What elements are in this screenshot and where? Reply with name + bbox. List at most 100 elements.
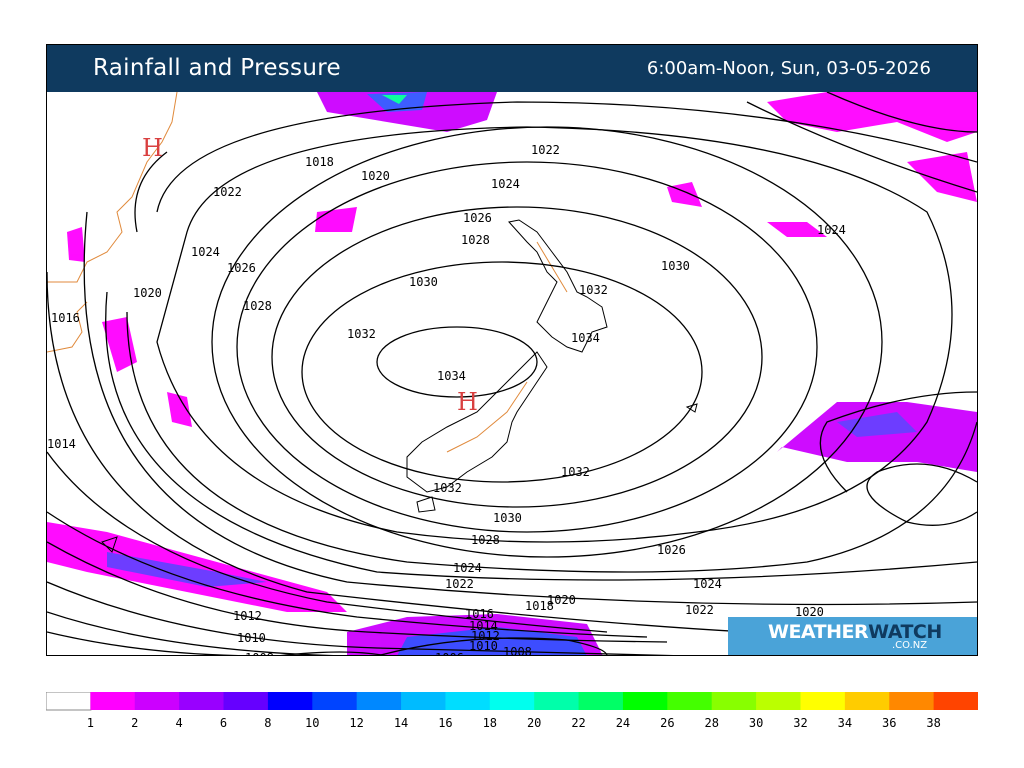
high-pressure-markers: H H (142, 134, 478, 416)
rain-area (315, 207, 357, 232)
isobar-label: 1014 (469, 619, 498, 633)
legend-swatch (933, 692, 978, 710)
legend-swatch (90, 692, 136, 710)
isobar-label: 1028 (471, 533, 500, 547)
isobar-label: 1010 (469, 639, 498, 653)
isobar-1022b (126, 311, 977, 573)
isobar-label: 1020 (133, 286, 162, 300)
header-bar: Rainfall and Pressure 6:00am-Noon, Sun, … (47, 45, 977, 92)
isobar-label: 1012 (471, 629, 500, 643)
legend-swatch (889, 692, 935, 710)
legend-tick-label: 12 (349, 716, 364, 730)
isobar-ne2 (746, 101, 977, 193)
isobar-label: 1028 (461, 233, 490, 247)
legend-swatch (312, 692, 358, 710)
legend-tick-label: 22 (571, 716, 586, 730)
isobar-label: 1030 (493, 511, 522, 525)
isobar-label: 1012 (233, 609, 262, 623)
isobar-1004 (47, 631, 240, 655)
legend-swatch (711, 692, 757, 710)
isobar-label: 1024 (453, 561, 482, 575)
legend-swatch (134, 692, 180, 710)
isobar-1028 (236, 161, 818, 533)
isobar-label: 1028 (243, 299, 272, 313)
isobar-label: 1022 (445, 577, 474, 591)
rain-area (777, 402, 977, 472)
legend-swatch (46, 692, 92, 711)
legend-swatch (756, 692, 801, 710)
logo-weather: WEATHER (768, 621, 869, 643)
legend-tick-label: 34 (837, 716, 853, 730)
rain-area (837, 412, 917, 437)
isobar-label: 1024 (191, 245, 220, 259)
legend-tick-label: 2 (131, 716, 139, 730)
isobar-label: 1024 (817, 223, 846, 237)
rain-area (107, 552, 267, 587)
isobar-label: 1020 (795, 605, 824, 619)
legend-tick-label: 20 (526, 716, 542, 730)
isobar-label: 1032 (579, 283, 608, 297)
legend-tick-label: 8 (264, 716, 272, 730)
isobar-label: 1022 (531, 143, 560, 157)
isobar-label: 1016 (465, 607, 494, 621)
isobar-label: 1018 (305, 155, 334, 169)
legend-swatch (223, 692, 269, 710)
isobar-label: 1032 (433, 481, 462, 495)
legend-tick-label: 18 (482, 716, 498, 730)
logo-domain: .CO.NZ (892, 640, 928, 651)
south-island (406, 351, 548, 493)
rainfall-legend (46, 692, 978, 711)
logo-watch: WATCH (868, 621, 942, 643)
isobar-label: 1022 (685, 603, 714, 617)
isobar-1016 (47, 271, 748, 633)
isobar-1006 (47, 611, 335, 655)
legend-tick-label: 4 (175, 716, 183, 730)
legend-swatch (179, 692, 225, 710)
legend-tick-label: 1 (86, 716, 94, 730)
legend-swatch (578, 692, 624, 710)
isobar-label: 1014 (47, 437, 76, 451)
rain-area (382, 95, 407, 104)
isobar-low (378, 637, 608, 655)
rain-area (47, 522, 347, 612)
legend-swatch (445, 692, 491, 710)
legend-swatch (534, 692, 580, 710)
isobar-1008 (47, 581, 674, 655)
legend-swatch (667, 692, 713, 710)
isobar-1034 (376, 326, 538, 398)
legend-swatch (489, 692, 535, 710)
isobar-1020 (105, 291, 977, 581)
rainfall-areas (47, 92, 977, 655)
legend-swatch (844, 692, 890, 710)
isobar-1030 (271, 206, 763, 508)
isobar-label: 1030 (661, 259, 690, 273)
isobar-label: 1026 (463, 211, 492, 225)
isobar-east-b (819, 391, 977, 493)
legend-swatch (800, 692, 846, 710)
isobar-1002 (280, 651, 386, 655)
legend-swatch (622, 692, 668, 710)
legend-swatch (401, 692, 446, 710)
isobars (47, 92, 977, 655)
isobar-1024 (156, 126, 953, 543)
isobar-label: 1018 (525, 599, 554, 613)
isobar-label: 1022 (213, 185, 242, 199)
legend-tick-label: 38 (926, 716, 941, 730)
north-island (508, 219, 608, 353)
rain-area (767, 92, 977, 142)
isobar-label: 1030 (409, 275, 438, 289)
weatherwatch-logo: WEATHERWATCH .CO.NZ (728, 617, 977, 655)
isobar-1014 (47, 451, 608, 633)
north-island-inland (536, 241, 568, 293)
rain-area (907, 152, 977, 202)
isobar-label: 1034 (571, 331, 600, 345)
isobar-label: 1026 (227, 261, 256, 275)
isobar-label: 1024 (693, 577, 722, 591)
rain-area (102, 317, 137, 372)
legend-tick-label: 6 (219, 716, 228, 730)
legend-swatches (46, 692, 978, 711)
legend-tick-label: 32 (793, 716, 808, 730)
isobar-label: 1032 (347, 327, 376, 341)
isobar-nw (134, 151, 168, 233)
high-center-marker: H (142, 134, 163, 162)
